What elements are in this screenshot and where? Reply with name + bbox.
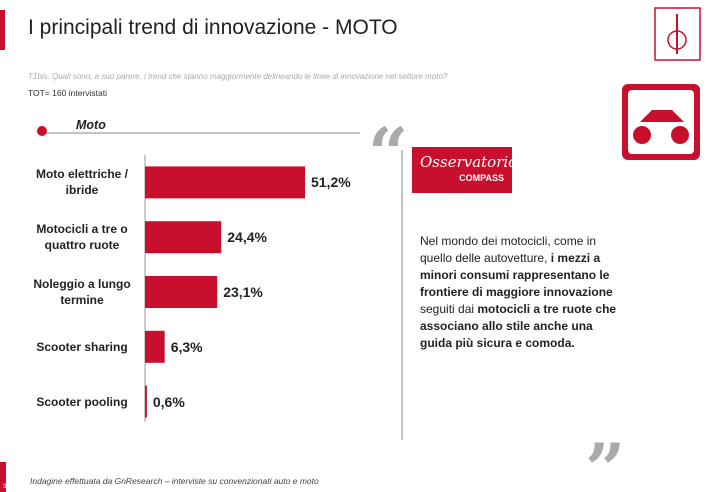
category-label: Motocicli a tre o quattro ruote bbox=[36, 222, 128, 253]
category-label: Moto elettriche / ibride bbox=[35, 167, 128, 198]
icon-wheel bbox=[671, 126, 689, 144]
section-label: Moto bbox=[76, 118, 106, 132]
quote-segment: seguiti dai bbox=[420, 302, 478, 316]
logo: Osservatorio COMPASS bbox=[412, 147, 517, 193]
quote-segment: i mezzi a minori consumi rappresentano l… bbox=[420, 251, 613, 299]
title: I principali trend di innovazione - MOTO bbox=[28, 16, 398, 39]
bar bbox=[145, 276, 218, 308]
category-label: Scooter pooling bbox=[36, 394, 128, 409]
quote-segment: Nel mondo dei motocicli, come in quello … bbox=[420, 234, 597, 265]
footer-note: Indagine effettuata da GnResearch – inte… bbox=[30, 476, 319, 486]
logo-name: Osservatorio bbox=[420, 153, 518, 171]
page-number: 30 bbox=[3, 484, 10, 490]
icon-body bbox=[640, 110, 684, 122]
value-label: 0,6% bbox=[152, 393, 185, 410]
quote-segment: motocicli a tre ruote che associano allo… bbox=[420, 302, 617, 350]
logo-brand: COMPASS bbox=[459, 173, 504, 183]
section-dot bbox=[37, 126, 47, 136]
quote: Nel mondo dei motocicli, come in quello … bbox=[420, 233, 620, 352]
close-quote: ” bbox=[585, 428, 626, 492]
value-label: 24,4% bbox=[227, 229, 267, 246]
bar bbox=[145, 330, 165, 363]
accent-bar bbox=[0, 10, 5, 50]
icon-wheel bbox=[633, 126, 651, 144]
value-label: 6,3% bbox=[170, 338, 203, 355]
category-label: Noleggio a lungo termine bbox=[33, 277, 131, 307]
brand-mark-circle bbox=[667, 30, 687, 50]
value-label: 23,1% bbox=[223, 284, 263, 300]
open-quote: “ bbox=[368, 112, 409, 195]
base-note: TOT= 160 intervistati bbox=[28, 88, 107, 98]
bar bbox=[145, 221, 222, 254]
footer-accent bbox=[0, 462, 6, 492]
category-label: Scooter sharing bbox=[36, 339, 128, 354]
value-label: 51,2% bbox=[311, 174, 351, 191]
bar bbox=[145, 385, 147, 418]
bar bbox=[145, 166, 305, 199]
question: T1bis. Quali sono, a suo parere, i trend… bbox=[28, 72, 448, 81]
